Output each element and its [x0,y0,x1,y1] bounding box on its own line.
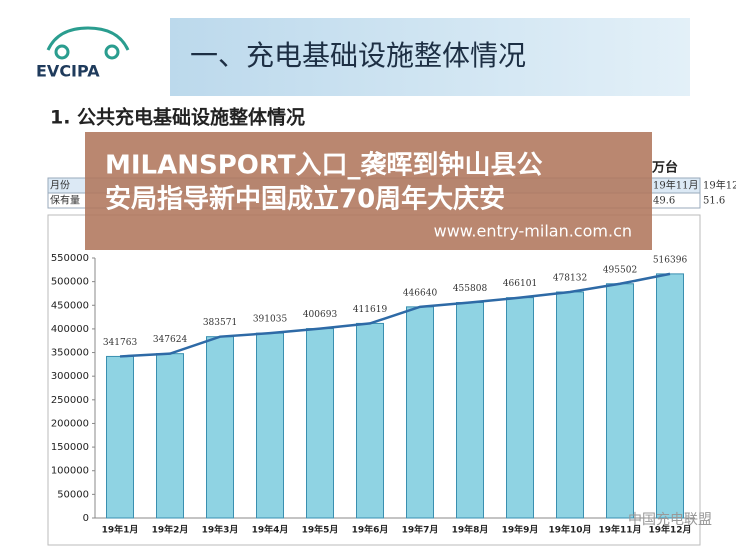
x-tick-label: 19年12月 [648,524,691,536]
value-label: 478132 [553,273,587,283]
value-label: 383571 [203,318,237,328]
bar [156,353,184,519]
banner-text: 安局指导新中国成立70周年大庆安 [105,184,505,215]
y-tick-label: 400000 [51,324,89,335]
x-tick-label: 19年4月 [252,524,289,536]
logo-wheel [54,44,70,60]
banner-text: MILANSPORT入口_袭晖到钟山县公 [105,150,542,181]
table-cell: 19年11月 [653,179,698,192]
x-tick-label: 19年3月 [202,524,239,536]
value-label: 495502 [603,265,637,275]
header-title: 一、充电基础设施整体情况 [190,39,526,72]
unit: 万台 [651,160,678,176]
value-label: 347624 [153,335,188,345]
table-cell: 49.6 [653,196,675,207]
bar [206,336,234,519]
table-cell: 19年12月 [703,179,736,192]
y-tick-label: 150000 [51,442,89,453]
x-tick-label: 19年10月 [548,524,591,536]
logo: EVCIPA [36,26,130,81]
bar [556,291,584,519]
bar [506,297,534,519]
value-label: 391035 [253,315,288,325]
banner [85,132,652,250]
header-band [170,18,690,96]
table-cell: 51.6 [703,196,725,207]
table-cell: 月份 [50,180,70,192]
x-tick-label: 19年8月 [452,524,489,536]
plot: 0 50000 100000 150000 200000 250000 300000 3500… [51,253,695,536]
y-tick-label: 0 [83,513,89,524]
y-tick-label: 350000 [51,348,89,359]
y-tick-label: 50000 [57,489,89,500]
y-tick-label: 500000 [51,277,89,288]
banner-url: www.entry-milan.com.cn [434,222,632,241]
y-tick-label: 300000 [51,371,89,382]
bar [356,322,384,519]
value-label: 466101 [503,279,537,289]
table-cell: 保有量 [50,194,80,207]
logo-text: EVCIPA [36,62,100,81]
bar [456,302,484,519]
y-tick-label: 250000 [51,395,89,406]
x-tick-label: 19年6月 [352,524,389,536]
watermark: 中国充电联盟 [628,512,712,528]
value-label: 341763 [103,338,138,348]
x-tick-label: 19年9月 [502,524,539,536]
value-label: 411619 [353,305,388,315]
value-label: 400693 [303,310,338,320]
x-tick-label: 19年11月 [598,524,641,536]
x-tick-label: 19年2月 [152,524,189,536]
x-tick-label: 19年5月 [302,524,339,536]
x-tick-label: 19年1月 [102,524,139,536]
section-title: 1. 公共充电基础设施整体情况 [50,106,305,129]
y-tick-label: 450000 [51,300,89,311]
bar [106,355,134,519]
logo-wheel [104,44,120,60]
trend-line [119,272,671,358]
y-tick-label: 100000 [51,466,89,477]
x-tick-label: 19年7月 [402,524,439,536]
y-tick-label: 200000 [51,418,89,429]
y-tick-label: 550000 [51,253,89,264]
value-label: 455808 [453,284,488,294]
bar [306,328,334,519]
value-label: 446640 [403,288,438,298]
logo-car [46,26,130,51]
bar [406,306,434,519]
bar [656,273,684,519]
bar [256,332,284,519]
value-label: 516396 [653,255,688,265]
bar [606,283,634,519]
